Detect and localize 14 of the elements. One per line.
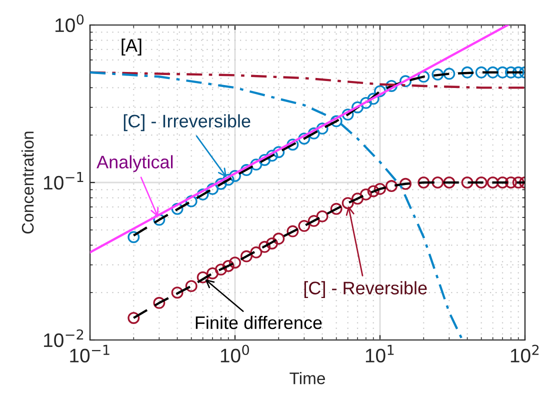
annotation: [A] <box>122 38 142 56</box>
x-axis-title: Time <box>290 372 325 384</box>
x-tick-label: 10$^{1}$ <box>366 344 394 362</box>
x-tick-label: 10$^{−1}$ <box>70 344 110 362</box>
y-tick-label: 10$^{−2}$ <box>44 329 84 348</box>
annotation: [C] - Reversible <box>304 281 427 298</box>
y-axis-title: Concentration <box>21 132 34 234</box>
x-tick-label: 10$^{0}$ <box>220 344 250 362</box>
annotation: [C] - Irreversible <box>124 114 250 132</box>
y-tick-label: 10$^{0}$ <box>56 14 84 32</box>
annotation: Analytical <box>96 155 173 172</box>
x-tick-label: 10$^{2}$ <box>510 344 539 362</box>
y-tick-label: 10$^{−1}$ <box>44 172 84 190</box>
annotation: Finite difference <box>196 316 322 330</box>
